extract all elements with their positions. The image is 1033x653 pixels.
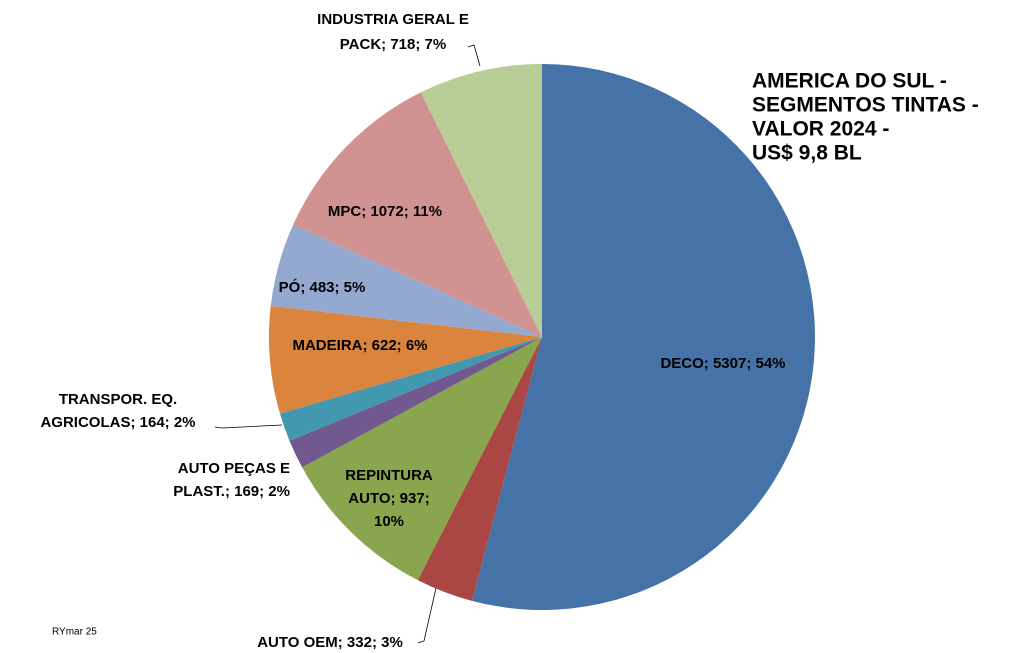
data-label: REPINTURA: [345, 467, 433, 484]
data-label: AUTO; 937;: [348, 490, 429, 507]
data-label: MADEIRA; 622; 6%: [292, 337, 427, 354]
data-label: MPC; 1072; 11%: [328, 203, 442, 220]
pie-slice: [471, 64, 815, 610]
pie-slice: [302, 337, 542, 581]
data-label: DECO; 5307; 54%: [660, 355, 785, 372]
chart-title: VALOR 2024 -: [752, 118, 889, 141]
chart-title: SEGMENTOS TINTAS -: [752, 94, 979, 117]
data-label: AUTO PEÇAS E: [178, 460, 290, 477]
data-label: TRANSPOR. EQ.: [59, 391, 177, 408]
data-label: 10%: [374, 513, 404, 530]
leader-line: [467, 44, 481, 67]
pie-slice: [279, 337, 542, 441]
data-label: AGRICOLAS; 164; 2%: [40, 414, 195, 431]
pie-slice: [420, 64, 542, 337]
data-label: PACK; 718; 7%: [340, 36, 446, 53]
pie-slice: [270, 224, 542, 337]
data-label: INDUSTRIA GERAL E: [317, 11, 469, 28]
leader-line: [417, 587, 437, 644]
pie-slice: [293, 92, 542, 337]
annotation: RYmar 25: [52, 627, 97, 638]
pie-slice: [289, 337, 542, 468]
data-label: PÓ; 483; 5%: [279, 278, 366, 296]
pie-slice: [269, 305, 542, 414]
leader-line: [214, 424, 283, 429]
chart-title: US$ 9,8 BL: [752, 142, 862, 165]
pie-slice: [417, 337, 542, 601]
data-label: PLAST.; 169; 2%: [173, 483, 290, 500]
data-label: AUTO OEM; 332; 3%: [257, 634, 403, 651]
chart-title: AMERICA DO SUL -: [752, 70, 947, 93]
